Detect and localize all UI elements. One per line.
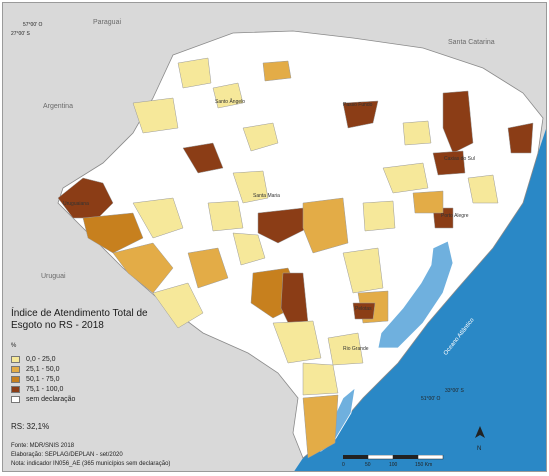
region-north-3: [132, 97, 179, 134]
lagoa-dos-patos: [377, 240, 454, 349]
place-uruguaiana: Uruguaiana: [63, 201, 89, 207]
region-coast-1: [342, 247, 384, 294]
region-northwest-3: [262, 60, 292, 82]
region-southwest-1: [132, 197, 184, 239]
region-south-2: [327, 332, 364, 366]
place-santo-angelo: Santo Ângelo: [215, 99, 246, 105]
coord-top-lon: 57°00' O: [23, 22, 43, 28]
region-north-5: [402, 120, 432, 146]
legend-swatch: [11, 375, 20, 383]
credit-elaboration: Elaboração: SEPLAG/DEPLAN - set/2020: [11, 452, 123, 458]
credit-note: Nota: indicador IN056_AE (365 municípios…: [11, 461, 171, 467]
legend-label: 75,1 - 100,0: [26, 385, 64, 393]
region-caxias: [432, 150, 466, 176]
region-passo-fundo: [342, 100, 379, 129]
legend-item-50-75: 50,1 - 75,0: [11, 375, 59, 383]
legend-unit: %: [11, 343, 17, 349]
coord-top-lat: 27°00' S: [11, 31, 30, 37]
label-uruguai: Uruguai: [41, 273, 66, 280]
region-northeast-3: [382, 162, 429, 194]
region-northeast-2: [507, 122, 534, 154]
coord-bottom-lon: 51°00' O: [421, 396, 441, 402]
region-pelotas: [352, 302, 376, 320]
municipalities: [57, 57, 534, 459]
place-porto-alegre: Porto Alegre: [441, 213, 469, 219]
legend-swatch: [11, 355, 20, 363]
coord-bottom-lat: 33°00' S: [445, 388, 464, 394]
region-center-4: [207, 200, 244, 232]
region-north-1: [182, 142, 224, 174]
region-west-2: [112, 242, 174, 294]
region-center-south-1: [187, 247, 229, 289]
map-canvas: [3, 3, 546, 471]
ocean: [294, 129, 546, 471]
region-center-5: [362, 200, 396, 232]
label-argentina: Argentina: [43, 103, 73, 110]
region-northwest-2: [177, 57, 212, 89]
legend-swatch: [11, 385, 20, 393]
region-south-3: [302, 394, 339, 459]
legend-item-0-25: 0,0 - 25,0: [11, 355, 56, 363]
legend-label: 0,0 - 25,0: [26, 355, 56, 363]
region-south-1: [272, 320, 322, 364]
region-north-4: [242, 122, 279, 152]
north-arrow-icon: [475, 426, 485, 438]
scale-bar: [343, 455, 444, 460]
region-uruguaiana: [57, 177, 114, 219]
state-average: RS: 32,1%: [11, 422, 50, 431]
legend-label: 25,1 - 50,0: [26, 365, 60, 373]
region-northwest-1: [212, 82, 244, 109]
legend-label: 50,1 - 75,0: [26, 375, 60, 383]
region-center-1: [257, 207, 309, 244]
place-passo-fundo: Passo Fundo: [343, 102, 373, 108]
region-northeast-4: [467, 174, 499, 204]
scale-tick: 100: [389, 462, 398, 468]
place-santa-maria: Santa Maria: [253, 193, 280, 199]
scale-tick: 0: [342, 462, 345, 468]
north-label: N: [477, 446, 482, 452]
credit-source: Fonte: MDR/SNIS 2018: [11, 443, 75, 449]
region-north-2: [232, 170, 269, 204]
legend-title: Índice de Atendimento Total de Esgoto no…: [11, 308, 148, 331]
place-pelotas: Pelotas: [355, 306, 372, 312]
label-paraguai: Paraguai: [93, 19, 122, 26]
label-santa-catarina: Santa Catarina: [448, 39, 495, 46]
place-caxias-do-sul: Caxias do Sul: [444, 156, 475, 162]
region-south-4: [302, 362, 339, 396]
legend-item-75-100: 75,1 - 100,0: [11, 385, 63, 393]
legend-item-no-data: sem declaração: [11, 395, 75, 403]
scale-tick: 150 Km: [415, 462, 433, 468]
legend-item-25-50: 25,1 - 50,0: [11, 365, 59, 373]
scale-tick: 50: [365, 462, 371, 468]
legend-label: sem declaração: [26, 395, 76, 403]
region-center-3: [232, 232, 266, 266]
place-rio-grande: Rio Grande: [343, 346, 369, 352]
region-center-2: [302, 197, 349, 254]
legend-swatch: [11, 395, 20, 403]
region-northeast-5: [412, 190, 444, 214]
legend-swatch: [11, 365, 20, 373]
region-west-1: [82, 212, 144, 254]
region-northeast-1: [442, 90, 474, 154]
region-southwest-2: [152, 282, 204, 329]
